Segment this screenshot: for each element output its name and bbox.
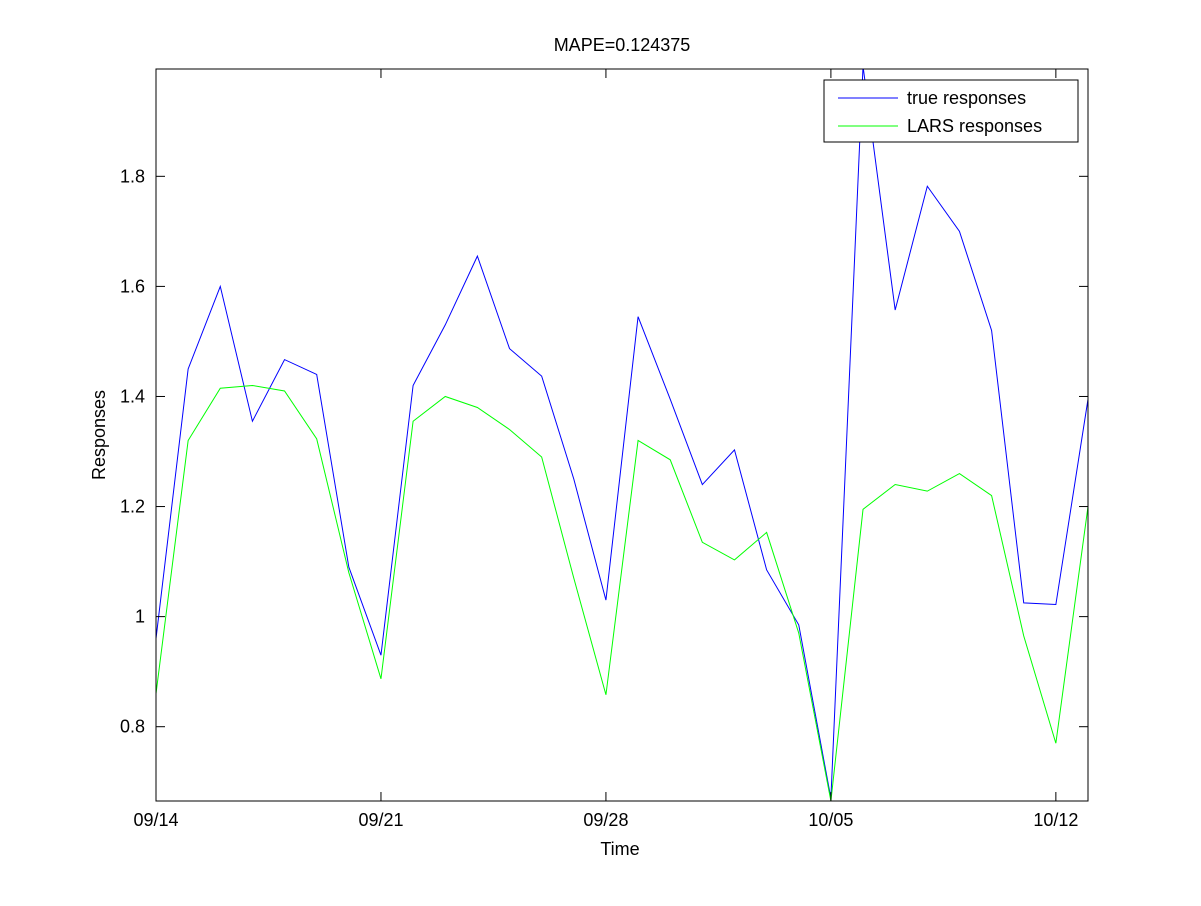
y-tick-label: 0.8	[120, 717, 145, 737]
series-layer	[156, 69, 1088, 801]
x-tick-label: 10/05	[808, 810, 853, 830]
axes-box	[155, 68, 1089, 802]
x-axis-ticks: 09/14 09/21 09/28 10/05 10/12	[133, 69, 1078, 830]
y-axis-ticks: 0.8 1 1.2 1.4 1.6 1.8	[120, 166, 1088, 737]
series-line-true-responses	[156, 69, 1088, 799]
legend: true responses LARS responses	[823, 79, 1079, 143]
series-line-lars-responses	[156, 384, 1088, 801]
chart-title: MAPE=0.124375	[554, 35, 691, 55]
legend-label-lars-responses: LARS responses	[907, 116, 1042, 136]
y-tick-label: 1	[135, 607, 145, 627]
y-tick-label: 1.4	[120, 386, 145, 406]
x-axis-label: Time	[600, 839, 639, 859]
legend-box	[823, 79, 1079, 143]
x-tick-label: 09/21	[358, 810, 403, 830]
y-tick-label: 1.6	[120, 276, 145, 296]
x-tick-label: 10/12	[1033, 810, 1078, 830]
legend-label-true-responses: true responses	[907, 88, 1026, 108]
x-tick-label: 09/14	[133, 810, 178, 830]
y-tick-label: 1.2	[120, 497, 145, 517]
x-tick-label: 09/28	[583, 810, 628, 830]
y-tick-label: 1.8	[120, 166, 145, 186]
y-axis-label: Responses	[89, 390, 109, 480]
plot-area	[156, 69, 1088, 801]
